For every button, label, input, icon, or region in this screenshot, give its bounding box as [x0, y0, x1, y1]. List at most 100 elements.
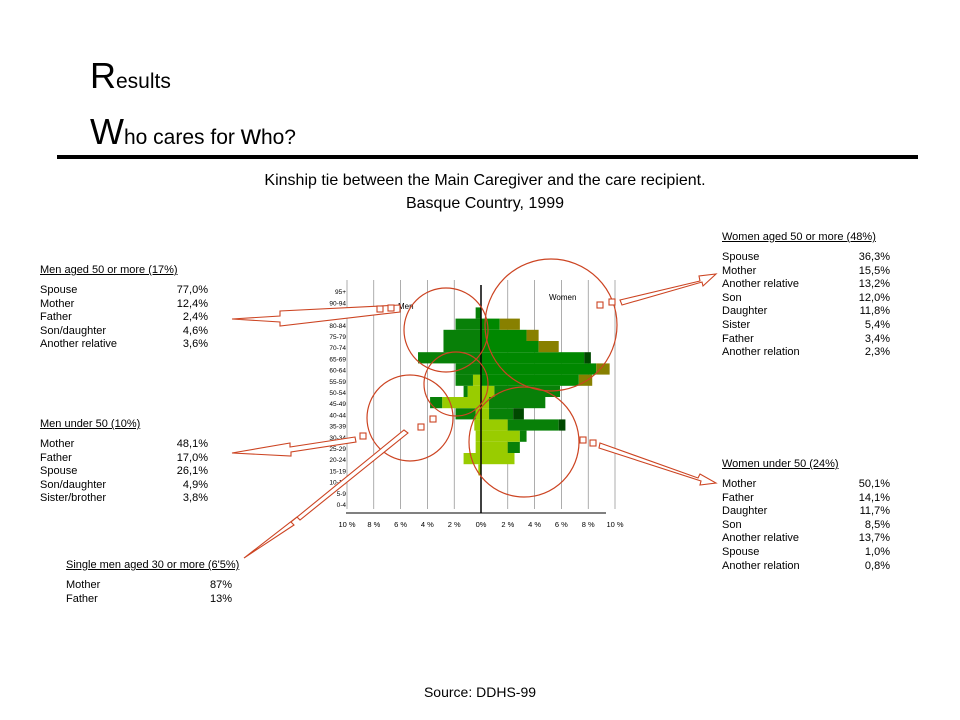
men-label: Men [398, 302, 414, 311]
row-label: Father [66, 592, 98, 605]
table-row: Mother 15,5% [722, 265, 890, 279]
men-bar-segment [455, 408, 476, 420]
women-bar-segment [481, 329, 527, 341]
table-row: Another relative 13,7% [722, 532, 890, 546]
heading-who-rest: ho? [260, 126, 296, 149]
table-row: Daughter 11,7% [722, 505, 890, 519]
x-tick-label: 6 % [555, 520, 568, 529]
table-row: Spouse 77,0% [40, 284, 208, 298]
table-row: Son/daughter 4,6% [40, 325, 208, 339]
arrow-dash [387, 304, 395, 312]
women-bar-segment [481, 430, 520, 442]
row-label: Father [40, 451, 72, 464]
table-women-50-plus: Women aged 50 or more (48%) Spouse 36,3% … [722, 231, 890, 360]
arrow-dash [589, 439, 597, 447]
arrow-dash [596, 301, 604, 309]
x-tick-label: 2 % [501, 520, 514, 529]
table-row: Father 13% [66, 593, 232, 607]
arrow-men-under-50 [231, 436, 357, 457]
circle-men-under-50 [366, 374, 454, 462]
row-label: Mother [66, 579, 101, 591]
women-bar-segment [489, 408, 514, 420]
men-bar-segment [455, 363, 481, 375]
row-value: 12,0% [858, 291, 890, 304]
circle-women-50-plus [484, 258, 618, 392]
y-tick-label: 90-94 [329, 300, 346, 307]
women-bar-segment [481, 441, 508, 453]
row-value: 11,8% [859, 305, 890, 318]
women-bar-segment [578, 374, 593, 386]
table-header: Single men aged 30 or more (6'5%) [66, 559, 240, 571]
row-value: 4,9% [182, 478, 208, 491]
men-bar-segment [475, 307, 481, 319]
arrow-single-men [243, 429, 409, 559]
circle-men-50-plus [403, 287, 489, 373]
table-row: Another relative 3,6% [40, 338, 208, 352]
y-tick-label: 30-34 [329, 435, 346, 442]
men-bar-segment [463, 385, 468, 397]
men-bar-segment [463, 453, 481, 465]
heading-who-mid: ho cares for [123, 126, 241, 149]
table-row: Spouse 36,3% [722, 251, 890, 265]
table-row: Son 8,5% [722, 519, 890, 533]
table-row: Daughter 11,8% [722, 305, 890, 319]
row-label: Mother [40, 297, 75, 310]
women-bar-segment [513, 408, 524, 420]
women-label: Women [549, 293, 576, 302]
caption-line1: Kinship tie between the Main Caregiver a… [264, 172, 706, 189]
row-value: 14,1% [858, 491, 890, 504]
row-label: Son [722, 291, 742, 304]
row-value: 87% [209, 579, 232, 591]
y-tick-label: 65-69 [329, 356, 346, 363]
y-tick-label: 0-4 [337, 502, 347, 509]
row-label: Father [722, 332, 754, 345]
row-label: Another relative [722, 278, 800, 291]
women-bar-segment [481, 318, 500, 330]
row-label: Spouse [40, 284, 78, 296]
x-tick-label: 6 % [394, 520, 407, 529]
women-bar-segment [481, 408, 490, 420]
source-note: Source: DDHS-99 [423, 684, 537, 700]
table-header: Women under 50 (24%) [722, 458, 839, 470]
men-bar-segment [474, 419, 481, 431]
arrow-dash [376, 305, 384, 313]
heading-who-initial2: w [240, 119, 261, 150]
women-bar-segment [481, 419, 508, 431]
men-bar-segment [467, 385, 481, 397]
men-bar-segment [472, 374, 481, 386]
x-tick-label: 8 % [582, 520, 595, 529]
row-value: 11,7% [859, 505, 890, 518]
women-bar-segment [489, 397, 546, 409]
table-row: Mother 12,4% [40, 298, 208, 312]
women-bar-segment [481, 374, 579, 386]
table-row: Another relation 2,3% [722, 346, 890, 360]
table-men-under-50: Men under 50 (10%) Mother 48,1% Father 17,… [40, 418, 208, 506]
table-row: Sister/brother 3,8% [40, 492, 208, 506]
row-value: 3,8% [182, 492, 208, 505]
caption-line2: Basque Country, 1999 [405, 195, 565, 212]
row-label: Sister/brother [40, 492, 107, 505]
y-tick-label: 70-74 [329, 345, 346, 352]
table-header: Men aged 50 or more (17%) [40, 264, 178, 276]
y-tick-label: 25-29 [329, 446, 346, 453]
row-label: Son [722, 518, 742, 531]
women-bar-segment [584, 352, 591, 364]
y-tick-label: 10-14 [329, 480, 346, 487]
table-header: Men under 50 (10%) [40, 418, 141, 430]
row-value: 0,8% [864, 559, 890, 572]
row-label: Another relation [722, 346, 800, 359]
women-bar-segment [481, 363, 597, 375]
x-tick-label: 4 % [528, 520, 541, 529]
y-tick-label: 50-54 [329, 390, 346, 397]
circle-single-men [423, 351, 489, 417]
table-single-men: Single men aged 30 or more (6'5%) Mother… [66, 559, 240, 607]
x-tick-label: 10 % [338, 520, 355, 529]
x-tick-label: 10 % [606, 520, 623, 529]
row-value: 15,5% [858, 264, 890, 277]
table-row: Father 3,4% [722, 333, 890, 347]
table-row: Mother 48,1% [40, 438, 208, 452]
x-tick-label: 8 % [367, 520, 380, 529]
men-bar-segment [443, 341, 481, 353]
women-bar-segment [494, 385, 561, 397]
